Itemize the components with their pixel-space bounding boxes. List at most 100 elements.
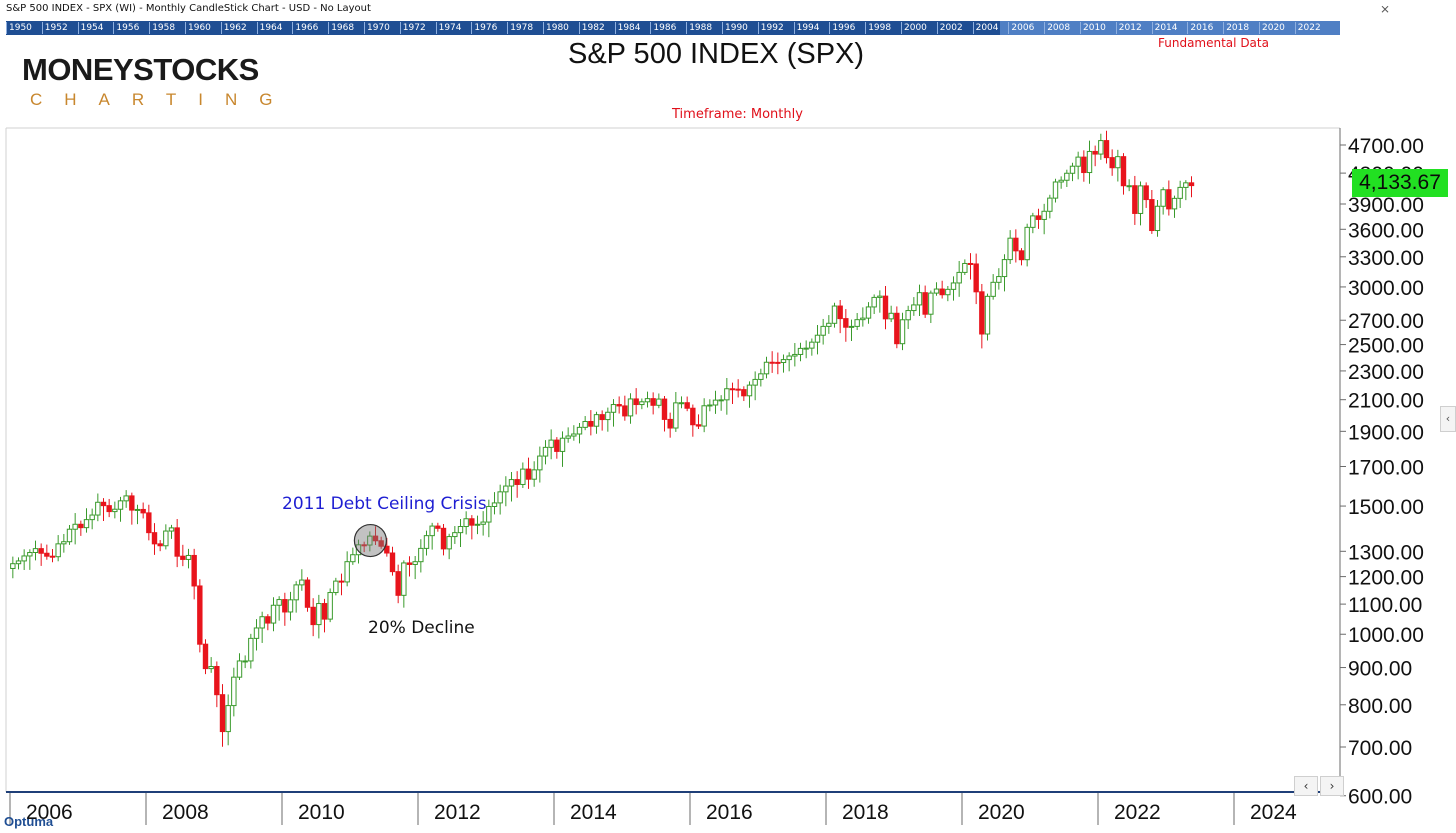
- scroll-left-button[interactable]: ‹: [1294, 776, 1318, 796]
- candle-body: [129, 495, 135, 511]
- candle-body: [1109, 157, 1115, 169]
- timeline-year-label[interactable]: 1964: [256, 22, 283, 34]
- timeline-visible-range[interactable]: [1000, 21, 1340, 35]
- scroll-right-button[interactable]: ›: [1320, 776, 1344, 796]
- timeline-navigator[interactable]: 1950 1952 1954 1956 1958 1960 1962 1964 1966 1968…: [6, 21, 1340, 35]
- candle-body: [1086, 150, 1093, 174]
- fundamental-data-link[interactable]: Fundamental Data: [1158, 36, 1269, 50]
- candle: [1047, 194, 1053, 219]
- timeline-year-label[interactable]: 2006: [1008, 22, 1034, 34]
- timeline-year-label[interactable]: 2010: [1080, 22, 1106, 34]
- timeline-year-label[interactable]: 1998: [865, 22, 891, 34]
- timeline-year-label[interactable]: 1956: [113, 22, 139, 34]
- timeline-year-label[interactable]: 2014: [1151, 22, 1178, 34]
- candle-body: [219, 694, 226, 733]
- y-tick-label: 900.00: [1348, 658, 1412, 681]
- candle-body: [514, 479, 520, 485]
- candle-body: [463, 518, 469, 528]
- candle-body: [123, 495, 129, 502]
- timeline-year-label[interactable]: 1958: [149, 22, 175, 34]
- timeline-year-label[interactable]: 2004: [972, 22, 999, 34]
- timeline-year-label[interactable]: 1966: [292, 22, 318, 34]
- candle-body: [928, 292, 934, 315]
- candle: [282, 592, 288, 626]
- timeline-year-label[interactable]: 2018: [1223, 22, 1249, 34]
- candle: [435, 522, 441, 532]
- timeline-year-label[interactable]: 1990: [722, 22, 748, 34]
- candle: [950, 276, 957, 301]
- candle-body: [1098, 140, 1104, 155]
- candle: [225, 694, 231, 746]
- timeline-year-label[interactable]: 2008: [1044, 22, 1070, 34]
- candle: [610, 399, 617, 427]
- candle-body: [593, 414, 600, 427]
- panel-collapse-handle[interactable]: ‹: [1440, 406, 1456, 432]
- candle-body: [820, 325, 826, 336]
- candle-body: [491, 502, 498, 507]
- timeline-year-label[interactable]: 1988: [686, 22, 712, 34]
- candle-body: [684, 402, 690, 409]
- timeline-year-label[interactable]: 1970: [364, 22, 390, 34]
- candle-body: [225, 705, 231, 733]
- candle: [525, 457, 532, 489]
- timeline-year-label[interactable]: 1950: [6, 22, 32, 34]
- timeline-year-label[interactable]: 1986: [650, 22, 676, 34]
- timeline-year-label[interactable]: 1984: [614, 22, 641, 34]
- candle-body: [865, 306, 872, 319]
- candle: [1086, 140, 1093, 184]
- timeline-year-label[interactable]: 2020: [1259, 22, 1285, 34]
- candle: [242, 655, 248, 669]
- timeline-year-label[interactable]: 2022: [1294, 22, 1321, 34]
- timeline-year-label[interactable]: 1960: [185, 22, 211, 34]
- timeline-year-label[interactable]: 1976: [471, 22, 497, 34]
- window-title: S&P 500 INDEX - SPX (WI) - Monthly Candl…: [6, 3, 371, 14]
- timeline-year-label[interactable]: 1992: [757, 22, 784, 34]
- candle: [265, 614, 271, 631]
- candle-body: [372, 535, 379, 542]
- candle: [140, 502, 146, 519]
- candle: [559, 431, 566, 467]
- candle: [129, 492, 135, 525]
- timeline-year-label[interactable]: 1978: [507, 22, 533, 34]
- candle: [984, 293, 991, 341]
- candle-body: [537, 455, 543, 471]
- candle-body: [469, 518, 475, 526]
- candle-body: [548, 439, 554, 448]
- timeline-year-label[interactable]: 1980: [543, 22, 569, 34]
- candle-body: [231, 676, 237, 707]
- timeline-year-label[interactable]: 1954: [77, 22, 104, 34]
- candle-body: [100, 501, 107, 507]
- timeline-year-label[interactable]: 1982: [578, 22, 605, 34]
- candle: [197, 579, 203, 653]
- timeline-year-label[interactable]: 1974: [435, 22, 462, 34]
- candle: [763, 356, 770, 379]
- timeline-year-label[interactable]: 1996: [829, 22, 855, 34]
- y-tick-label: 3300.00: [1348, 247, 1424, 270]
- candle-body: [758, 373, 764, 380]
- timeline-year-label[interactable]: 1962: [220, 22, 247, 34]
- timeline-year-label[interactable]: 2012: [1115, 22, 1142, 34]
- timeline-year-label[interactable]: 1994: [793, 22, 820, 34]
- candle: [401, 560, 407, 608]
- candle: [61, 533, 67, 553]
- candle: [15, 557, 22, 570]
- candle: [418, 539, 424, 573]
- candle: [565, 427, 571, 443]
- timeline-year-label[interactable]: 1968: [328, 22, 354, 34]
- candle: [644, 391, 651, 408]
- y-tick-label: 800.00: [1348, 695, 1412, 718]
- candle-body: [933, 288, 940, 294]
- timeline-year-label[interactable]: 1952: [41, 22, 68, 34]
- timeline-year-label[interactable]: 2000: [901, 22, 927, 34]
- pin-icon[interactable]: ⨯: [1380, 2, 1391, 16]
- timeline-year-label[interactable]: 2002: [936, 22, 963, 34]
- candle-body: [1143, 185, 1149, 201]
- candle: [860, 307, 866, 327]
- candle-body: [531, 469, 537, 480]
- candle: [588, 410, 594, 436]
- timeline-year-label[interactable]: 1972: [399, 22, 426, 34]
- candle-body: [797, 347, 804, 355]
- candle: [537, 446, 543, 483]
- timeline-year-label[interactable]: 2016: [1187, 22, 1213, 34]
